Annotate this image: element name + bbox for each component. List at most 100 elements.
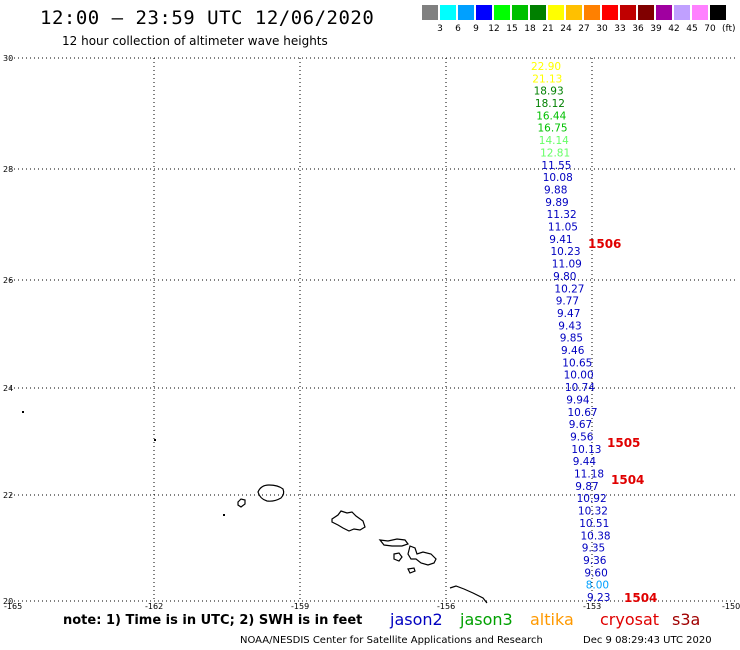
scale-unit: (ft) [722,24,736,34]
wave-height-label: 9.77 [556,296,579,308]
wave-height-label: 9.46 [561,345,585,357]
pass-time-label: 1506 [588,237,621,251]
scale-label: 33 [614,24,626,34]
lat-label-26: 26 [3,276,13,285]
legend-s3a: s3a [672,610,701,629]
wave-height-label: 9.89 [545,197,568,209]
scale-swatch [674,5,690,20]
molokai-island [378,538,409,547]
lon-labels: -165 -162 -159 -156 -153 -150 [4,602,740,611]
wave-height-label: 9.41 [549,234,572,246]
wave-height-label: 22.90 [531,61,561,73]
niihau-island [237,498,246,508]
scale-swatch [476,5,492,20]
wave-height-label: 11.05 [548,222,578,234]
maui-island [407,545,437,566]
scale-label: 30 [596,24,608,34]
scale-label: 24 [560,24,572,34]
wave-height-label: 18.93 [534,86,564,98]
wave-height-label: 11.09 [552,259,582,271]
wave-height-label: 10.38 [581,530,611,542]
wave-height-label: 21.13 [532,73,562,85]
lat-label-20: 20 [3,597,13,606]
wave-height-label: 8.00 [586,580,609,592]
wave-height-label: 10.13 [571,444,601,456]
wave-height-label: 9.56 [570,432,594,444]
nihoa-island [22,411,24,413]
scale-label: 12 [488,24,500,34]
scale-label: 3 [437,24,443,34]
wave-height-label: 9.80 [553,271,576,283]
scale-swatch [656,5,672,20]
credit-line: NOAA/NESDIS Center for Satellite Applica… [240,635,543,646]
wave-height-label: 11.18 [574,469,604,481]
scale-swatch [566,5,582,20]
scale-label: 42 [668,24,680,34]
scale-swatch [692,5,708,20]
lat-label-28: 28 [3,165,13,174]
wave-height-label: 9.35 [582,543,605,555]
wave-height-label: 11.55 [541,160,571,172]
wave-height-label: 10.23 [551,246,581,258]
lat-label-30: 30 [3,54,13,63]
lon-label-162: -162 [145,602,163,611]
wave-height-label: 9.43 [558,320,581,332]
legend-cryosat: cryosat [600,610,660,629]
wave-height-label: 10.92 [577,493,607,505]
wave-height-label: 9.87 [575,481,598,493]
footnote: note: 1) Time is in UTC; 2) SWH is in fe… [63,613,363,628]
scale-swatch [602,5,618,20]
graticule [10,57,738,602]
lat-labels: 30 28 26 24 22 20 [3,54,13,606]
pass-time-label: 1504 [611,473,644,487]
wave-height-label: 9.23 [587,592,610,604]
kaula-island [223,514,225,516]
map-subtitle: 12 hour collection of altimeter wave hei… [62,34,328,48]
hawaii-island [449,585,488,604]
wave-height-label: 10.67 [568,407,598,419]
wave-height-label: 10.08 [543,172,573,184]
scale-label: 45 [686,24,698,34]
necker-island [154,439,156,441]
scale-label: 15 [506,24,518,34]
pass-time-label: 1505 [607,436,640,450]
map-title: 12:00 — 23:59 UTC 12/06/2020 [40,7,375,29]
wave-height-label: 9.47 [557,308,580,320]
wave-height-label: 10.32 [578,506,608,518]
wave-height-label: 9.88 [544,185,567,197]
lon-label-150: -150 [722,602,740,611]
wave-height-label: 9.44 [573,456,597,468]
pass-time-labels: 1506 1505 1504 1504 [588,237,657,605]
wave-height-label: 10.00 [564,370,594,382]
legend-altika: altika [530,610,574,629]
wave-height-label: 10.65 [562,357,592,369]
lon-label-156: -156 [437,602,455,611]
scale-swatch [494,5,510,20]
legend-jason2: jason2 [390,610,443,629]
legend-jason3: jason3 [460,610,513,629]
lon-label-165: -165 [4,602,22,611]
scale-swatch [638,5,654,20]
coastlines [22,411,488,604]
lanai-island [393,552,403,562]
wave-height-label: 14.14 [539,135,569,147]
kahoolawe-island [407,567,416,574]
satellite-track: 22.9021.1318.9318.1216.4416.7514.1412.81… [531,61,611,604]
wave-height-label: 11.32 [547,209,577,221]
wave-height-label: 9.94 [566,394,590,406]
wave-height-label: 16.44 [536,110,566,122]
scale-swatch [422,5,438,20]
oahu-island [331,510,366,532]
scale-label: 70 [704,24,716,34]
lat-label-22: 22 [3,491,13,500]
scale-label: 9 [473,24,479,34]
scale-swatch [620,5,636,20]
scale-swatch [458,5,474,20]
kauai-island [257,484,285,502]
lat-label-24: 24 [3,384,13,393]
scale-label: 18 [524,24,536,34]
lon-label-159: -159 [291,602,309,611]
scale-swatch [710,5,726,20]
wave-height-label: 10.51 [579,518,609,530]
